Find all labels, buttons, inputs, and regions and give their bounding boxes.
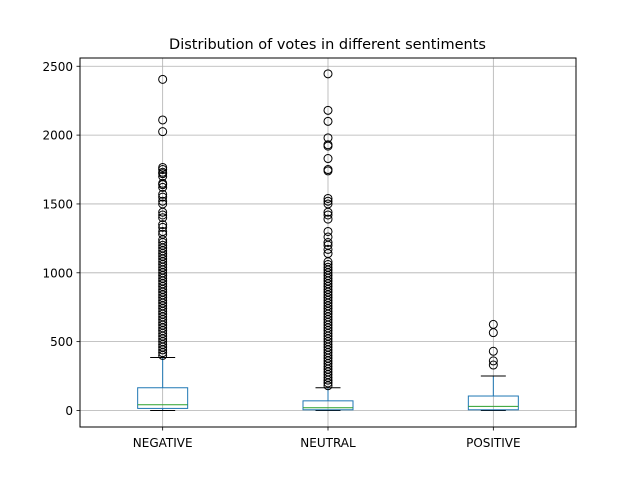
plot-frame	[79, 57, 577, 428]
axes: 0 500 1000 1500 2000 2500 NEGATIVE NEUTRAL POSIT…	[42, 60, 520, 450]
y-tick-label: 2000	[42, 129, 73, 143]
box-negative	[137, 74, 189, 411]
outlier-point	[323, 378, 333, 388]
outlier-point	[323, 210, 333, 220]
outlier-point	[488, 356, 498, 366]
outlier-point	[158, 207, 168, 217]
outlier-point	[158, 348, 168, 358]
outlier-point	[323, 105, 333, 115]
outlier-point	[323, 381, 333, 391]
iqr-box	[467, 395, 519, 411]
outlier-point	[158, 115, 168, 125]
box-neutral	[302, 69, 354, 411]
outlier-point	[323, 207, 333, 217]
outlier-point	[323, 193, 333, 203]
outlier-point	[158, 165, 168, 175]
chart-title: Distribution of votes in different senti…	[169, 37, 486, 53]
outlier-point	[323, 116, 333, 126]
outlier-point	[158, 180, 168, 190]
box-series	[137, 69, 519, 411]
y-tick-label: 2500	[42, 60, 73, 74]
outlier-point	[158, 213, 168, 223]
outlier-point	[323, 141, 333, 151]
outlier-point	[158, 127, 168, 137]
iqr-box	[302, 400, 354, 411]
x-tick-label: POSITIVE	[466, 436, 521, 450]
outlier-point	[323, 226, 333, 236]
outlier-point	[158, 169, 168, 179]
iqr-box	[137, 387, 189, 409]
outlier-point	[323, 154, 333, 164]
x-tick-label: NEUTRAL	[300, 436, 356, 450]
y-tick-label: 1500	[42, 197, 73, 211]
outlier-point	[158, 345, 168, 355]
outlier-point	[158, 182, 168, 192]
outlier-point	[158, 196, 168, 206]
outlier-point	[488, 346, 498, 356]
outlier-point	[323, 196, 333, 206]
x-tick-label: NEGATIVE	[133, 436, 193, 450]
outlier-point	[488, 328, 498, 338]
outlier-point	[158, 350, 168, 360]
outlier-point	[323, 166, 333, 176]
y-tick-label: 0	[65, 404, 73, 418]
outlier-point	[158, 189, 168, 199]
y-tick-label: 1000	[42, 266, 73, 280]
outlier-point	[158, 220, 168, 230]
outlier-point	[323, 69, 333, 79]
outlier-point	[158, 162, 168, 172]
outlier-point	[323, 238, 333, 247]
box-positive	[467, 319, 519, 411]
outlier-point	[158, 74, 168, 84]
outlier-point	[323, 244, 333, 254]
outlier-point	[158, 222, 168, 232]
outlier-point	[158, 192, 168, 202]
outlier-point	[488, 360, 498, 370]
outlier-point	[323, 214, 333, 224]
y-tick-label: 500	[50, 335, 73, 349]
outlier-point	[158, 210, 168, 220]
outlier-point	[323, 375, 333, 385]
